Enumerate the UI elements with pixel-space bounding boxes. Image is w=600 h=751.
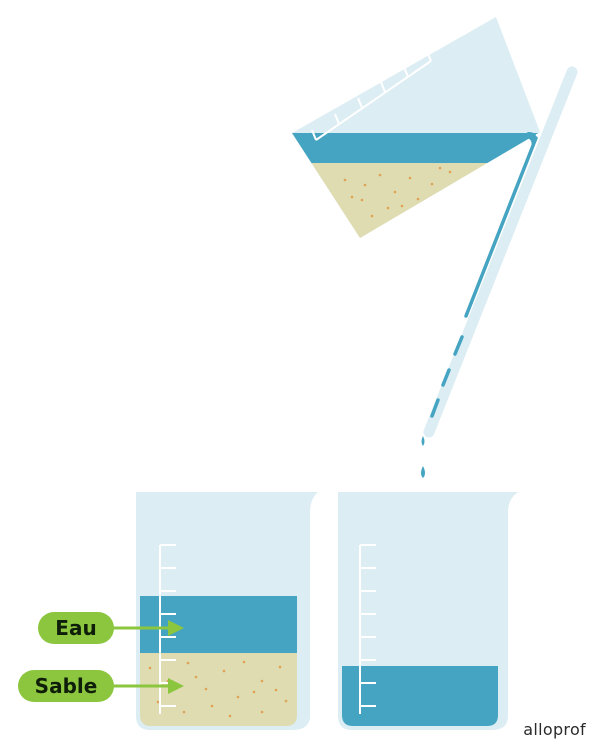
right-beaker-scale <box>359 544 376 714</box>
left-beaker-water <box>140 596 297 653</box>
left-beaker-sand-grains <box>148 660 288 718</box>
water-stream-dash-3 <box>430 398 440 418</box>
sand-arrow <box>112 678 184 694</box>
water-arrow <box>112 620 184 636</box>
water-stream-dash-1 <box>453 335 464 356</box>
water-drop <box>421 436 425 446</box>
brand-logo: alloprof <box>523 720 586 739</box>
water-label: Eau <box>38 612 114 644</box>
pouring-beaker-scale <box>311 50 432 141</box>
water-stream-dash-2 <box>441 368 451 387</box>
stirring-rod <box>423 66 578 438</box>
water-drop <box>421 466 425 478</box>
sand-label: Sable <box>18 670 114 702</box>
left-beaker <box>136 492 318 730</box>
left-beaker-sand <box>140 653 297 726</box>
right-beaker-water <box>342 666 498 726</box>
water-stream-on-rod <box>464 136 538 318</box>
right-beaker <box>338 492 518 730</box>
pouring-beaker-sand-grains <box>343 166 452 218</box>
